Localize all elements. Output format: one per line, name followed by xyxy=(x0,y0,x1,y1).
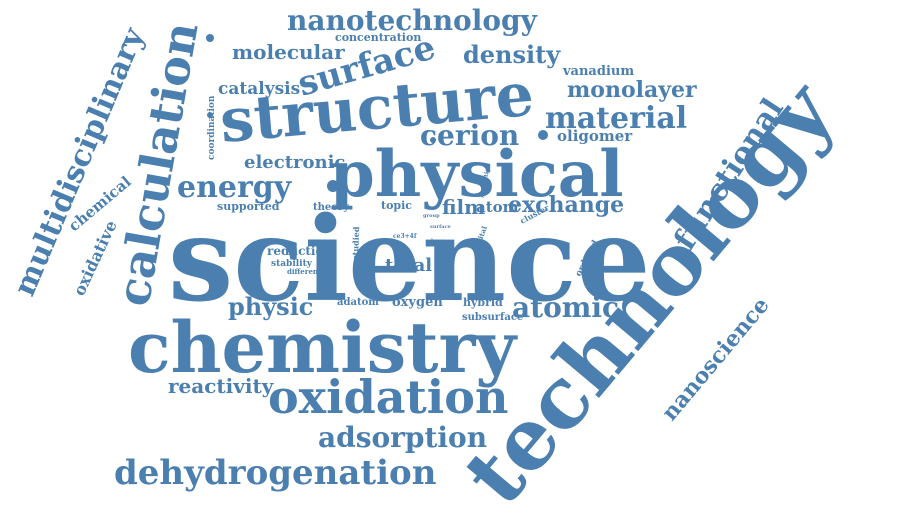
word-oligomer: oligomer xyxy=(557,127,633,145)
word-hybrid: hybrid xyxy=(463,296,503,309)
word-supported: supported xyxy=(217,200,280,213)
dot-decoration xyxy=(430,137,436,143)
word-adatom: adatom xyxy=(337,297,379,308)
word-total: total xyxy=(385,255,432,276)
word-different: different xyxy=(287,267,322,276)
word-topic: topic xyxy=(381,199,412,212)
word-reactivity: reactivity xyxy=(168,374,275,398)
word-cerion: cerion xyxy=(420,119,519,152)
word-surface-small: surface xyxy=(430,224,451,230)
word-atom: atom xyxy=(476,198,519,216)
word-material: material xyxy=(545,101,687,136)
word-energy: energy xyxy=(177,170,293,205)
word-science: science xyxy=(168,192,651,328)
word-subsurface: subsurface xyxy=(462,312,523,323)
dot-decoration xyxy=(439,255,443,259)
word-oxidation: oxidation xyxy=(268,370,508,424)
word-studied: studied xyxy=(350,226,361,260)
word-stability: stability xyxy=(271,259,313,269)
word-concentration: concentration xyxy=(335,31,421,44)
word-density: density xyxy=(463,40,561,69)
word-atomic: atomic xyxy=(512,291,619,324)
dot-decoration xyxy=(207,112,213,118)
word-monolayer: monolayer xyxy=(567,77,697,103)
word-ce3-4f: ce3+4f xyxy=(393,233,417,240)
word-physic: physic xyxy=(228,292,313,321)
word-theory: theory xyxy=(313,202,350,213)
word-electronic: electronic xyxy=(244,152,345,173)
dot-decoration xyxy=(538,130,548,140)
word-film: film xyxy=(442,195,485,219)
word-group: group xyxy=(423,213,440,219)
word-reduction: reduction xyxy=(267,244,332,258)
word-nanotechnology: nanotechnology xyxy=(287,4,538,37)
word-chemistry: chemistry xyxy=(128,306,518,389)
word-layer: layer xyxy=(431,238,445,244)
word-catalysis: catalysis xyxy=(218,79,300,99)
word-molecular: molecular xyxy=(232,40,345,64)
dot-decoration xyxy=(327,180,339,192)
word-physical: physical xyxy=(330,137,624,212)
word-adsorption: adsorption xyxy=(318,421,487,454)
word-oxygen: oxygen xyxy=(392,295,443,310)
word-exchange: exchange xyxy=(508,192,624,218)
word-vanadium: vanadium xyxy=(562,64,634,79)
word-coordination: coordination xyxy=(207,95,217,160)
dot-decoration xyxy=(206,34,214,42)
word-dehydrogenation: dehydrogenation xyxy=(114,453,436,493)
